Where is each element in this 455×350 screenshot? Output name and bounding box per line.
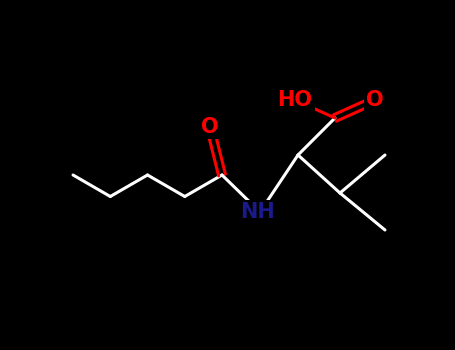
Text: NH: NH	[241, 202, 275, 222]
Text: O: O	[201, 117, 219, 137]
Text: O: O	[366, 90, 384, 110]
Text: HO: HO	[278, 90, 313, 110]
